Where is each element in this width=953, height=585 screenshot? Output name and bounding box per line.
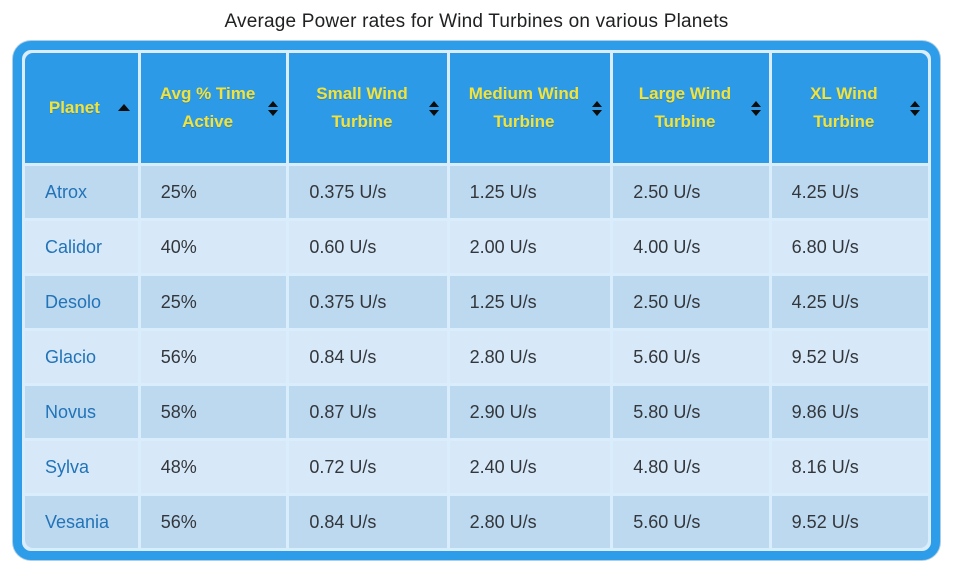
avg-time-cell: 40%: [140, 221, 287, 273]
table-row-atrox: Atrox 25% 0.375 U/s 1.25 U/s 2.50 U/s 4.…: [25, 166, 928, 218]
avg-time-cell: 48%: [140, 441, 287, 493]
sort-both-icon: [268, 100, 279, 116]
large-wind-cell: 2.50 U/s: [613, 166, 769, 218]
sort-both-icon: [910, 100, 920, 116]
medium-wind-cell: 2.00 U/s: [449, 221, 611, 273]
planet-link[interactable]: Desolo: [45, 291, 102, 312]
table-row-glacio: Glacio 56% 0.84 U/s 2.80 U/s 5.60 U/s 9.…: [25, 331, 928, 383]
small-wind-cell: 0.60 U/s: [289, 221, 447, 273]
small-wind-cell: 0.84 U/s: [289, 496, 447, 548]
small-wind-cell: 0.72 U/s: [289, 441, 447, 493]
xl-wind-cell: 8.16 U/s: [771, 441, 928, 493]
xl-wind-cell: 9.52 U/s: [771, 331, 928, 383]
planet-link[interactable]: Novus: [45, 401, 97, 422]
avg-time-cell: 56%: [140, 496, 287, 548]
table-header-row: Planet Avg % Time Active Small Wind Turb…: [25, 53, 928, 163]
planet-link[interactable]: Glacio: [45, 346, 97, 367]
medium-wind-cell: 1.25 U/s: [449, 276, 611, 328]
xl-wind-cell: 9.86 U/s: [771, 386, 928, 438]
planet-cell: Vesania: [25, 496, 138, 548]
planet-cell: Calidor: [25, 221, 138, 273]
column-header-medium-wind-turbine[interactable]: Medium Wind Turbine: [449, 53, 611, 163]
avg-time-cell: 58%: [140, 386, 287, 438]
xl-wind-cell: 6.80 U/s: [771, 221, 928, 273]
table-row-sylva: Sylva 48% 0.72 U/s 2.40 U/s 4.80 U/s 8.1…: [25, 441, 928, 493]
column-header-xl-wind-turbine[interactable]: XL Wind Turbine: [771, 53, 928, 163]
avg-time-cell: 25%: [140, 166, 287, 218]
table-row-calidor: Calidor 40% 0.60 U/s 2.00 U/s 4.00 U/s 6…: [25, 221, 928, 273]
column-header-small-wind-turbine[interactable]: Small Wind Turbine: [289, 53, 447, 163]
column-header-avg-time-active[interactable]: Avg % Time Active: [140, 53, 287, 163]
planet-cell: Glacio: [25, 331, 138, 383]
column-label-small-wind-turbine: Small Wind Turbine: [316, 83, 408, 131]
planet-link[interactable]: Atrox: [45, 181, 88, 202]
small-wind-cell: 0.87 U/s: [289, 386, 447, 438]
column-label-large-wind-turbine: Large Wind Turbine: [638, 83, 732, 131]
sort-both-icon: [592, 100, 603, 116]
planet-link[interactable]: Sylva: [45, 456, 90, 477]
small-wind-cell: 0.375 U/s: [289, 276, 447, 328]
large-wind-cell: 2.50 U/s: [613, 276, 769, 328]
column-header-large-wind-turbine[interactable]: Large Wind Turbine: [613, 53, 769, 163]
medium-wind-cell: 1.25 U/s: [449, 166, 611, 218]
large-wind-cell: 5.80 U/s: [613, 386, 769, 438]
planet-link[interactable]: Calidor: [45, 236, 103, 257]
small-wind-cell: 0.375 U/s: [289, 166, 447, 218]
sort-ascending-icon: [117, 104, 130, 112]
sort-both-icon: [428, 100, 439, 116]
medium-wind-cell: 2.40 U/s: [449, 441, 611, 493]
large-wind-cell: 5.60 U/s: [613, 496, 769, 548]
xl-wind-cell: 4.25 U/s: [771, 166, 928, 218]
avg-time-cell: 56%: [140, 331, 287, 383]
planet-cell: Atrox: [25, 166, 138, 218]
column-label-medium-wind-turbine: Medium Wind Turbine: [468, 83, 580, 131]
page-title: Average Power rates for Wind Turbines on…: [224, 11, 729, 32]
table-row-desolo: Desolo 25% 0.375 U/s 1.25 U/s 2.50 U/s 4…: [25, 276, 928, 328]
planet-cell: Sylva: [25, 441, 138, 493]
small-wind-cell: 0.84 U/s: [289, 331, 447, 383]
sort-both-icon: [750, 100, 761, 116]
large-wind-cell: 4.00 U/s: [613, 221, 769, 273]
xl-wind-cell: 4.25 U/s: [771, 276, 928, 328]
column-label-planet: Planet: [48, 97, 100, 117]
table-row-novus: Novus 58% 0.87 U/s 2.90 U/s 5.80 U/s 9.8…: [25, 386, 928, 438]
table-frame: Planet Avg % Time Active Small Wind Turb…: [13, 41, 940, 560]
medium-wind-cell: 2.90 U/s: [449, 386, 611, 438]
column-label-xl-wind-turbine: XL Wind Turbine: [810, 83, 878, 131]
wind-turbine-power-table: Planet Avg % Time Active Small Wind Turb…: [22, 50, 931, 551]
large-wind-cell: 4.80 U/s: [613, 441, 769, 493]
table-row-vesania: Vesania 56% 0.84 U/s 2.80 U/s 5.60 U/s 9…: [25, 496, 928, 548]
medium-wind-cell: 2.80 U/s: [449, 496, 611, 548]
xl-wind-cell: 9.52 U/s: [771, 496, 928, 548]
large-wind-cell: 5.60 U/s: [613, 331, 769, 383]
column-label-avg-time-active: Avg % Time Active: [159, 83, 256, 131]
planet-cell: Novus: [25, 386, 138, 438]
planet-cell: Desolo: [25, 276, 138, 328]
planet-link[interactable]: Vesania: [45, 511, 110, 532]
medium-wind-cell: 2.80 U/s: [449, 331, 611, 383]
avg-time-cell: 25%: [140, 276, 287, 328]
column-header-planet[interactable]: Planet: [25, 53, 138, 163]
